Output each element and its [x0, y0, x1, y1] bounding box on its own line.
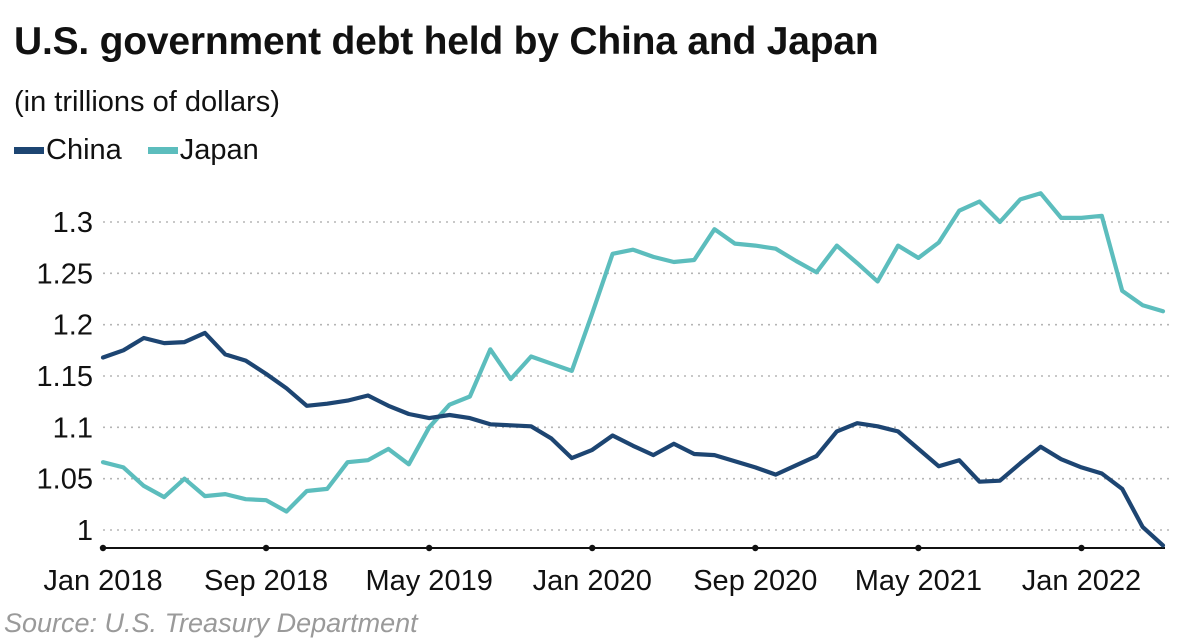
- x-tick-mark: [915, 544, 922, 552]
- legend-swatch-china: [14, 147, 44, 154]
- source-note: Source: U.S. Treasury Department: [4, 608, 418, 638]
- x-tick-label: Jan 2022: [1022, 565, 1141, 597]
- legend-label-japan: Japan: [179, 134, 259, 166]
- x-tick-mark: [1078, 544, 1085, 552]
- legend-swatch-japan: [147, 147, 178, 154]
- chart-subtitle: (in trillions of dollars): [14, 86, 280, 118]
- series-line-china: [100, 330, 1166, 548]
- x-tick-label: Sep 2020: [693, 565, 817, 597]
- legend-item-china: China: [14, 134, 122, 167]
- legend-label-china: China: [46, 134, 122, 166]
- x-tick-mark: [589, 544, 596, 552]
- x-tick-mark: [99, 544, 107, 552]
- legend-item-japan: Japan: [147, 134, 259, 167]
- x-tick-label: May 2021: [855, 565, 982, 597]
- y-tick-label: 1: [77, 515, 93, 547]
- y-tick-label: 1.2: [53, 310, 93, 342]
- x-tick-mark: [425, 544, 433, 552]
- series-line-japan: [100, 191, 1166, 514]
- y-tick-label: 1.15: [37, 361, 93, 393]
- y-tick-label: 1.1: [53, 412, 93, 444]
- y-tick-label: 1.25: [37, 258, 93, 290]
- x-tick-label: Sep 2018: [204, 565, 328, 597]
- x-tick-mark: [262, 544, 270, 552]
- chart-title: U.S. government debt held by China and J…: [14, 20, 879, 63]
- y-tick-label: 1.05: [37, 464, 93, 496]
- x-tick-label: Jan 2020: [533, 565, 652, 597]
- x-tick-mark: [752, 544, 759, 552]
- x-tick-label: May 2019: [365, 565, 492, 597]
- x-tick-label: Jan 2018: [43, 565, 162, 597]
- legend: China Japan: [14, 134, 285, 167]
- y-tick-label: 1.3: [53, 207, 93, 239]
